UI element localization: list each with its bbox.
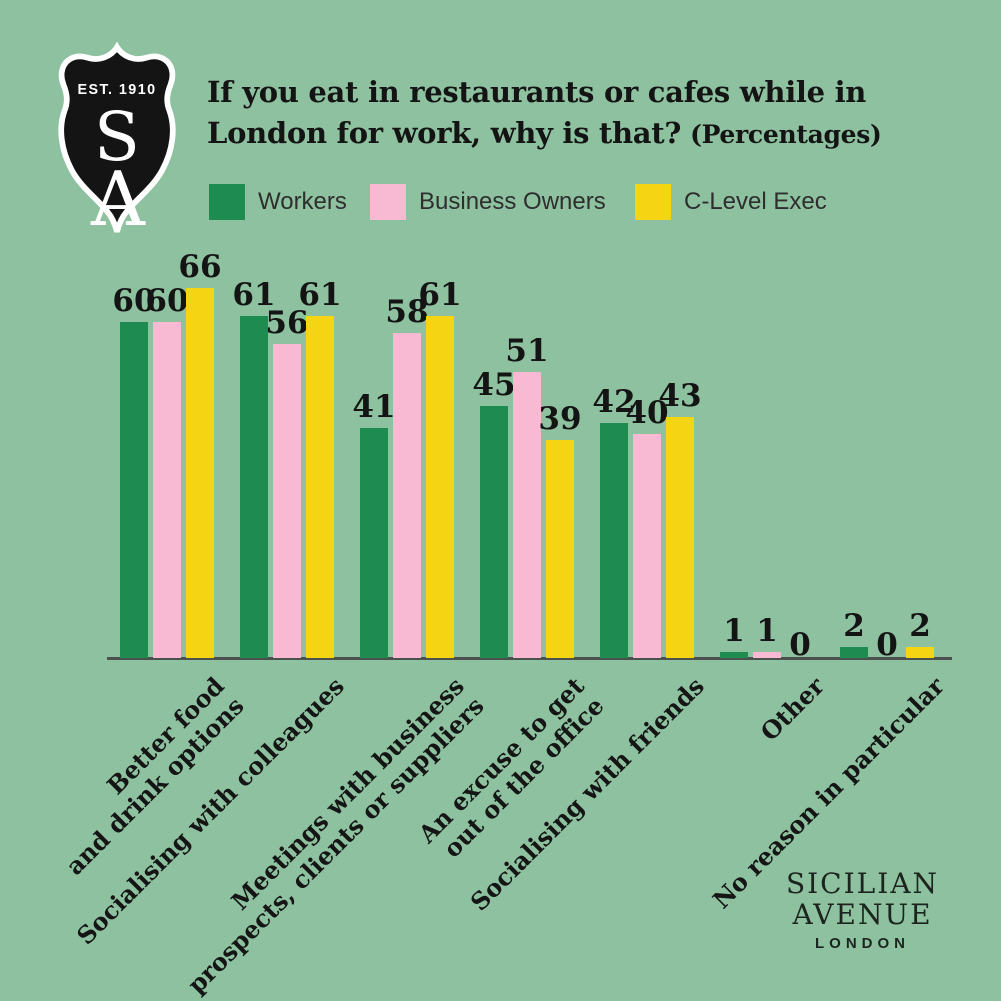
bar-value-label: 1	[756, 613, 778, 649]
legend-swatch-workers	[209, 184, 245, 220]
bar-value-label: 45	[472, 367, 516, 403]
bar-value-label: 43	[658, 378, 702, 414]
bar-value-label: 56	[265, 305, 309, 341]
legend-item-workers: Workers	[209, 184, 347, 220]
sicilian-avenue-shield-logo: EST. 1910 S A	[58, 42, 176, 236]
bar-workers	[720, 652, 748, 658]
bar-business-owners	[273, 344, 301, 658]
legend-swatch-c-level-exec	[635, 184, 671, 220]
x-axis-line	[107, 657, 952, 660]
bar-value-label: 60	[112, 283, 156, 319]
legend-swatch-business-owners	[370, 184, 406, 220]
bar-business-owners	[513, 372, 541, 658]
bar-value-label: 61	[418, 277, 462, 313]
legend-item-c-level-exec: C-Level Exec	[635, 184, 827, 220]
bar-c-level-exec	[426, 316, 454, 658]
bar-value-label: 0	[876, 627, 898, 663]
logo-est-text: EST. 1910	[77, 82, 156, 98]
bar-business-owners	[153, 322, 181, 658]
footer-brand-line2: AVENUE	[792, 898, 933, 931]
shield-shape	[58, 42, 176, 233]
bar-business-owners	[633, 434, 661, 658]
title-line2-main: London for work, why is that?	[207, 116, 682, 150]
title-suffix: (Percentages)	[690, 120, 882, 149]
title-line1: If you eat in restaurants or cafes while…	[207, 75, 867, 109]
bar-workers	[840, 647, 868, 658]
legend-label-business-owners: Business Owners	[419, 188, 606, 215]
bar-value-label: 41	[352, 389, 396, 425]
bar-c-level-exec	[666, 417, 694, 658]
bar-value-label: 51	[505, 333, 549, 369]
legend-label-c-level-exec: C-Level Exec	[684, 188, 827, 215]
bar-value-label: 1	[723, 613, 745, 649]
bar-workers	[600, 423, 628, 658]
chart-title: If you eat in restaurants or cafes while…	[207, 72, 882, 155]
footer-brand: SICILIAN AVENUE LONDON	[765, 868, 960, 952]
bar-workers	[360, 428, 388, 658]
bar-value-label: 2	[843, 608, 865, 644]
bar-business-owners	[393, 333, 421, 658]
bar-value-label: 61	[232, 277, 276, 313]
bar-workers	[120, 322, 148, 658]
bar-value-label: 60	[145, 283, 189, 319]
logo-letter-a: A	[90, 156, 146, 236]
bar-c-level-exec	[906, 647, 934, 658]
bar-c-level-exec	[306, 316, 334, 658]
title-line2: London for work, why is that? (Percentage…	[207, 113, 882, 155]
bar-value-label: 61	[298, 277, 342, 313]
bar-value-label: 40	[625, 395, 669, 431]
bar-workers	[480, 406, 508, 658]
bar-value-label: 0	[789, 627, 811, 663]
legend-item-business-owners: Business Owners	[370, 184, 606, 220]
bar-value-label: 42	[592, 384, 636, 420]
bar-business-owners	[753, 652, 781, 658]
bar-c-level-exec	[546, 440, 574, 658]
bar-value-label: 66	[178, 249, 222, 285]
bar-value-label: 58	[385, 294, 429, 330]
legend-label-workers: Workers	[258, 188, 347, 215]
footer-brand-line1: SICILIAN	[785, 867, 940, 900]
bar-workers	[240, 316, 268, 658]
logo-letter-s: S	[94, 98, 140, 176]
bar-value-label: 39	[538, 401, 582, 437]
bar-c-level-exec	[186, 288, 214, 658]
bar-value-label: 2	[909, 608, 931, 644]
footer-brand-city: LONDON	[815, 935, 910, 952]
